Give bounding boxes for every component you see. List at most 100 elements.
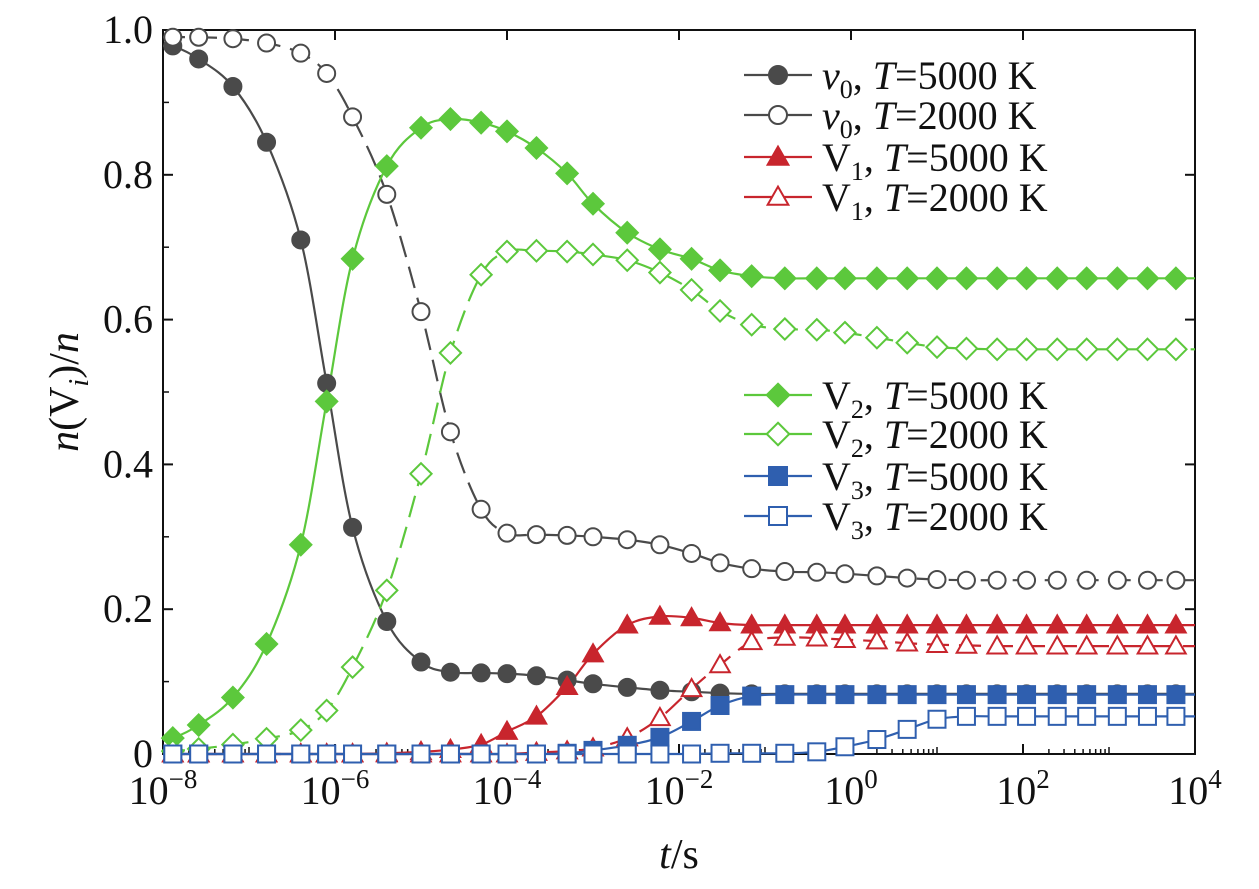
data-point xyxy=(223,744,243,764)
data-point xyxy=(775,743,795,763)
legend-marker xyxy=(768,506,788,526)
data-point xyxy=(1164,613,1188,634)
data-point xyxy=(440,422,460,442)
data-point xyxy=(583,527,603,547)
data-point xyxy=(650,727,670,747)
data-point xyxy=(1107,685,1127,705)
series-markers-5 xyxy=(160,238,1188,764)
data-point xyxy=(343,517,363,537)
data-point xyxy=(1137,570,1157,590)
data-point xyxy=(680,606,704,627)
data-point xyxy=(1107,570,1127,590)
data-point xyxy=(440,744,460,764)
data-point xyxy=(897,685,917,705)
data-point xyxy=(1015,634,1039,655)
data-point xyxy=(314,389,339,414)
legend-marker xyxy=(768,105,788,125)
legend-entry: V3, T=2000 K xyxy=(744,494,1048,545)
data-point xyxy=(1047,706,1067,726)
data-point xyxy=(471,499,491,519)
data-point xyxy=(223,76,243,96)
data-point xyxy=(835,685,855,705)
data-point xyxy=(291,744,311,764)
data-point xyxy=(707,298,733,323)
data-point xyxy=(617,744,637,764)
data-point xyxy=(1166,570,1186,590)
data-point xyxy=(557,744,577,764)
data-point xyxy=(617,530,637,550)
legend-marker xyxy=(765,421,791,447)
axis-ticks: 10−8 10−6 10−4 10−2 100 102 104 0 0.2 0.4 0.6 0.8 1.… xyxy=(103,7,1222,813)
data-point xyxy=(254,631,279,656)
data-point xyxy=(1077,685,1097,705)
data-point xyxy=(471,663,491,683)
data-point xyxy=(832,266,857,291)
data-point xyxy=(1047,685,1067,705)
data-point xyxy=(927,709,947,729)
data-point xyxy=(924,266,950,291)
data-point xyxy=(739,264,764,289)
data-point xyxy=(377,184,397,204)
data-point xyxy=(1107,706,1127,726)
data-point xyxy=(408,115,434,140)
legend-marker xyxy=(765,382,791,408)
data-point xyxy=(314,698,339,723)
data-point xyxy=(895,330,920,355)
data-point xyxy=(524,238,549,263)
data-point xyxy=(1045,634,1069,655)
data-point xyxy=(650,535,670,555)
data-point xyxy=(864,266,889,291)
x-axis-title: t/s xyxy=(659,832,699,878)
data-point xyxy=(438,340,463,365)
data-point xyxy=(867,566,887,586)
data-point xyxy=(1014,266,1039,291)
legend-entry: V2, T=5000 K xyxy=(744,373,1048,424)
data-point xyxy=(374,578,399,603)
data-point xyxy=(1135,613,1159,634)
data-point xyxy=(680,677,704,698)
data-point xyxy=(257,33,277,53)
data-point xyxy=(1163,337,1188,362)
data-point xyxy=(1077,706,1097,726)
data-point xyxy=(954,633,978,654)
y-tick-label: 0 xyxy=(133,731,153,776)
data-point xyxy=(494,119,520,144)
data-point xyxy=(956,706,976,726)
series-markers-2 xyxy=(161,604,1188,763)
data-point xyxy=(864,325,889,350)
data-point xyxy=(524,704,548,725)
data-point xyxy=(257,132,277,152)
data-point xyxy=(163,27,183,47)
data-point xyxy=(742,686,762,706)
x-tick-label: 10−6 xyxy=(301,764,370,813)
legend-entry: v0, T=5000 K xyxy=(744,53,1037,104)
y-tick-label: 0.6 xyxy=(103,297,153,342)
legend-entry: v0, T=2000 K xyxy=(744,93,1037,144)
data-point xyxy=(956,685,976,705)
data-point xyxy=(835,737,855,757)
data-point xyxy=(291,230,311,250)
data-point xyxy=(679,246,704,271)
data-point xyxy=(1137,706,1157,726)
data-point xyxy=(1017,685,1037,705)
y-tick-label: 0.8 xyxy=(103,152,153,197)
data-point xyxy=(679,277,704,302)
data-point xyxy=(1105,613,1129,634)
legend-label: v0, T=2000 K xyxy=(822,93,1037,144)
data-point xyxy=(408,461,434,486)
data-point xyxy=(833,627,857,648)
data-point xyxy=(555,674,579,695)
data-point xyxy=(497,664,517,684)
data-point xyxy=(927,685,947,705)
legend-marker xyxy=(768,466,788,486)
data-point xyxy=(985,634,1009,655)
data-point xyxy=(340,655,365,680)
data-point xyxy=(832,320,857,345)
data-point xyxy=(835,564,855,584)
data-point xyxy=(985,266,1010,291)
legend-label: V2, T=2000 K xyxy=(822,412,1048,463)
data-point xyxy=(895,631,919,652)
data-point xyxy=(895,613,919,634)
data-point xyxy=(807,685,827,705)
